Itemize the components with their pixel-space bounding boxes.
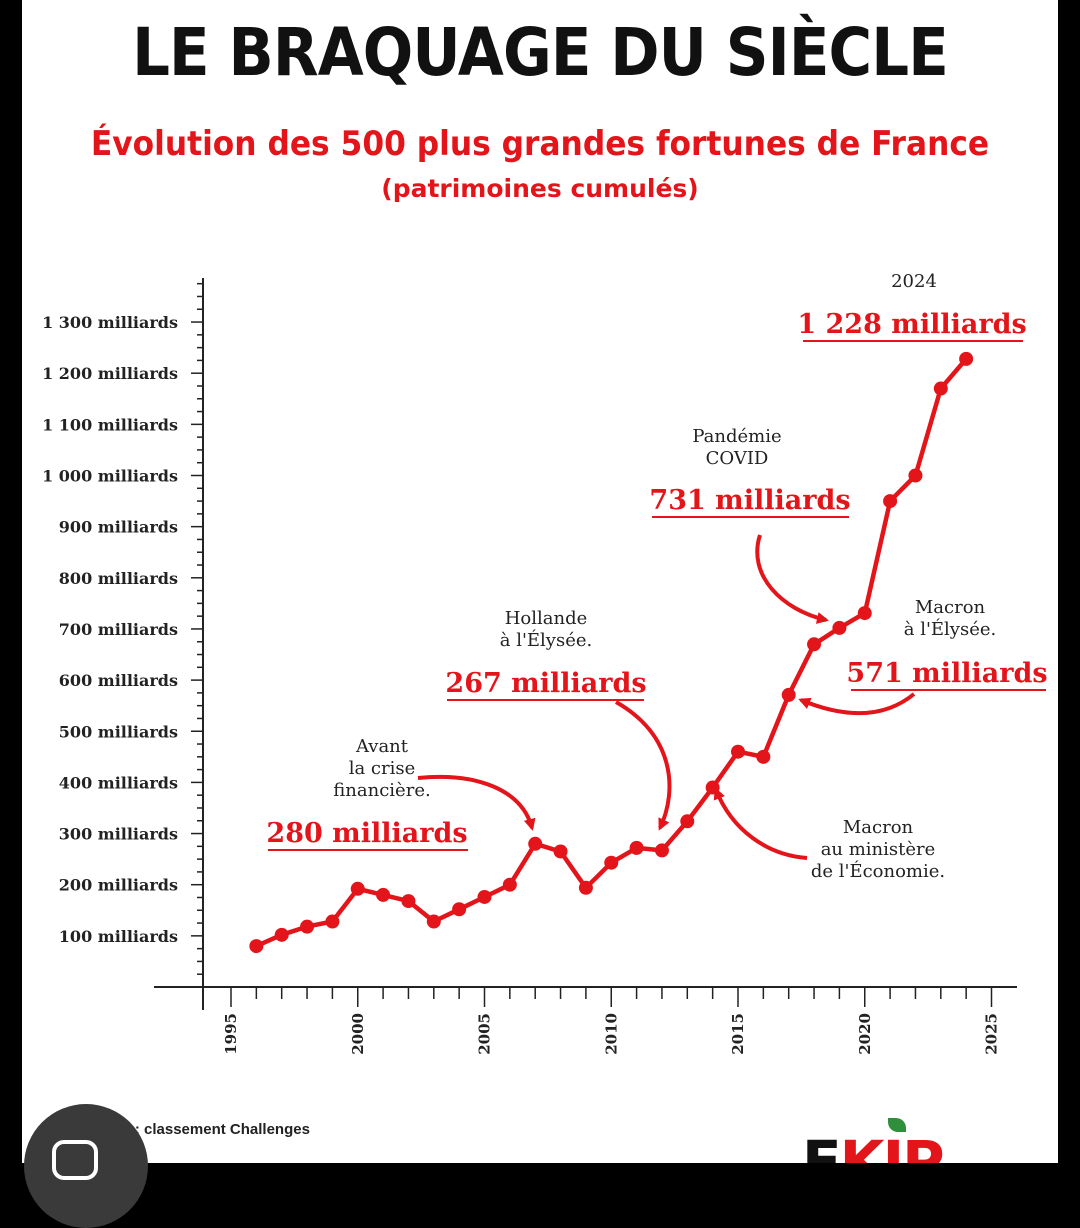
y-tick-label: 1 200 milliards [42,364,178,383]
x-tick-label: 1995 [222,1013,240,1055]
lens-icon[interactable] [52,1140,98,1180]
chart-subtitle: Évolution des 500 plus grandes fortunes … [90,124,990,164]
annotation-note: au ministère [821,839,936,860]
annotation-value-label: 571 milliards [846,658,1047,689]
annotation-arrow [713,787,808,860]
data-point [350,881,365,896]
annotation-arrow [417,774,536,831]
annotation-note: Macron [915,597,986,618]
logo-rest: KIP [839,1128,945,1163]
annotation-note: la crise [349,758,416,779]
data-point [300,919,315,934]
logo-text: FKIP [802,1128,945,1163]
annotation-note: financière. [333,780,430,801]
x-tick-label: 2000 [349,1013,367,1055]
annotation-value-label: 1 228 milliards [797,309,1026,340]
y-tick-label: 700 milliards [59,620,178,639]
x-tick-label: 2015 [729,1013,747,1055]
data-point [705,780,720,795]
data-point [857,606,872,621]
annotation-note: 2024 [891,271,937,292]
data-point [731,744,745,759]
data-point [401,894,416,909]
y-tick-label: 400 milliards [59,773,178,792]
data-point [604,855,619,870]
annotation-note: à l'Élysée. [904,617,997,640]
chart-title: LE BRAQUAGE DU SIÈCLE [132,14,949,91]
source-note: Source: classement Challenges [84,1121,310,1138]
data-point [578,880,593,895]
data-point [502,877,517,892]
y-axis-ticks: 100 milliards 200 milliards 300 milliards 4… [42,282,203,975]
annotation-value-label: 280 milliards [266,818,467,849]
y-tick-label: 1 100 milliards [42,415,178,434]
x-tick-label: 2010 [602,1013,620,1055]
data-point [249,939,264,954]
annotation-arrows [417,534,916,860]
annotation-note: à l'Élysée. [500,628,593,651]
leaf-icon [888,1118,906,1132]
data-point [832,620,847,635]
data-point [807,637,822,652]
y-tick-label: 300 milliards [59,825,178,844]
series-line [249,351,974,954]
annotation-note: de l'Économie. [811,859,945,882]
annotation-note: COVID [706,448,769,469]
y-tick-label: 1 000 milliards [42,467,178,486]
infographic-page: LE BRAQUAGE DU SIÈCLE Évolution des 500 … [22,0,1058,1163]
y-tick-label: 1 300 milliards [42,313,178,332]
data-point [477,889,492,904]
data-point [680,814,695,829]
annotation-value-label: 731 milliards [649,485,850,516]
annotation-arrow [798,692,916,716]
publisher-logo: FKIP [802,1118,1058,1163]
annotation-note: Hollande [505,608,588,629]
data-point [452,902,467,917]
annotation-note: Macron [843,817,914,838]
line-chart: 100 milliards 200 milliards 300 milliards 4… [42,271,1047,1055]
annotation-arrow [615,700,672,831]
data-point [654,843,669,858]
y-tick-label: 200 milliards [59,876,178,895]
data-point [959,351,974,366]
data-point [908,468,923,483]
data-point [553,844,568,859]
data-point [274,927,289,942]
data-point [756,749,771,764]
annotation-value-label: 267 milliards [445,668,646,699]
data-point [376,887,391,902]
x-tick-label: 2020 [856,1013,874,1055]
y-tick-label: 800 milliards [59,569,178,588]
data-point [629,840,644,855]
data-point [933,381,948,396]
data-point [325,914,340,929]
x-axis-ticks: 1995 2000 2005 2010 2015 2020 2025 [222,987,1001,1055]
annotation-note: Avant [355,736,409,757]
annotation-note: Pandémie [692,426,781,447]
chart-subtitle-note: (patrimoines cumulés) [381,174,699,203]
data-point [528,836,543,851]
data-point [426,914,441,929]
y-tick-label: 500 milliards [59,722,178,741]
x-tick-label: 2025 [983,1013,1001,1055]
data-point [883,494,898,509]
data-point [781,687,796,702]
annotation-arrow [755,534,829,624]
y-tick-label: 600 milliards [59,671,178,690]
y-tick-label: 100 milliards [59,927,178,946]
logo-prefix: F [802,1128,842,1163]
x-tick-label: 2005 [476,1013,494,1055]
y-tick-label: 900 milliards [59,518,178,537]
